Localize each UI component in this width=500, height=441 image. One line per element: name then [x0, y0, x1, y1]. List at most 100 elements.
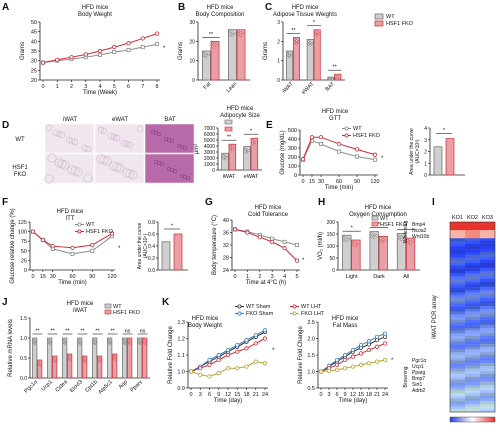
- cell-outline: [110, 133, 118, 141]
- data-point: [253, 333, 258, 338]
- cell-outline: [126, 141, 134, 149]
- heatmap-cell: [465, 298, 480, 301]
- y-tick-label: 1.5: [20, 316, 27, 322]
- data-point: [225, 347, 231, 353]
- heatmap-cell: [480, 281, 495, 285]
- bar-dot: [216, 44, 219, 47]
- column-label: BAT: [164, 117, 176, 123]
- gene-label: Adrb2: [412, 388, 426, 394]
- x-tick-label: Light: [346, 274, 358, 280]
- heatmap-cell: [480, 401, 495, 405]
- cell-outline: [169, 167, 175, 173]
- data-point: [112, 49, 117, 54]
- bar-dot: [310, 42, 314, 45]
- sig-label: *: [272, 348, 275, 354]
- data-point: [366, 342, 372, 347]
- x-tick-label: iWAT: [223, 174, 236, 180]
- data-point: [358, 351, 364, 356]
- heatmap-cell: [465, 251, 480, 255]
- heatmap-cell: [465, 314, 480, 318]
- heatmap-cell: [465, 352, 480, 356]
- cell-outline: [55, 130, 63, 138]
- data-point: [354, 147, 360, 152]
- histology-image: [44, 153, 95, 184]
- heatmap-cell: [450, 273, 465, 277]
- data-point: [112, 45, 117, 50]
- bar-dot: [225, 156, 228, 159]
- data-point: [350, 354, 356, 359]
- column-label: KO3: [482, 215, 493, 221]
- gene-label: Sirt1: [412, 382, 423, 388]
- column-label: KO2: [467, 215, 478, 221]
- bar: [47, 337, 53, 379]
- heatmap-cell: [480, 346, 495, 350]
- x-tick-label: 15: [309, 179, 315, 185]
- heatmap-cell: [450, 287, 465, 291]
- heatmap-cell: [450, 284, 465, 288]
- y-axis-label: Relative mRNA levels: [8, 319, 14, 377]
- data-point: [216, 371, 221, 376]
- y-tick-label: 2: [277, 39, 280, 45]
- bar: [97, 355, 103, 379]
- bar-dot: [207, 53, 210, 57]
- legend-label: WT: [380, 216, 389, 222]
- heatmap-cell: [480, 379, 495, 383]
- bar-dot: [245, 148, 249, 151]
- bar-dot: [379, 237, 382, 240]
- heatmap-cell: [465, 327, 480, 331]
- heatmap-cell: [450, 281, 465, 285]
- legend-label: WT Sham: [246, 304, 271, 310]
- x-tick-label: 7: [141, 84, 144, 90]
- histology-image: [44, 123, 95, 154]
- bar: [67, 353, 73, 379]
- heatmap-cell: [450, 232, 465, 236]
- bar-dot: [406, 238, 409, 242]
- data-point: [334, 357, 340, 363]
- heatmap-cell: [450, 382, 465, 386]
- chart-subtitle: Oxygen Consumption: [349, 212, 407, 218]
- y-tick-label: 400: [288, 137, 297, 143]
- data-point: [69, 55, 74, 60]
- bar-dot: [335, 75, 338, 78]
- bar-dot: [233, 32, 236, 35]
- heatmap-cell: [450, 298, 465, 301]
- heatmap-cell: [450, 279, 465, 282]
- data-point: [126, 48, 131, 53]
- bar-dot: [99, 358, 102, 362]
- cell-outline: [163, 136, 169, 142]
- data-point: [98, 52, 103, 57]
- data-point: [50, 244, 55, 249]
- bar-dot: [129, 340, 132, 344]
- y-tick-label: 32: [223, 243, 229, 249]
- bar-dot: [397, 237, 400, 240]
- bar: [201, 50, 211, 81]
- sig-label: **: [227, 135, 232, 141]
- x-tick-label: 9: [343, 392, 346, 398]
- x-tick-label: 3: [271, 274, 274, 280]
- bar-dot: [202, 51, 205, 55]
- y-tick-label: 50: [21, 249, 27, 255]
- bar-dot: [123, 342, 126, 346]
- data-point: [374, 334, 380, 339]
- heatmap-cell: [450, 384, 465, 388]
- x-tick-label: 4: [283, 274, 286, 280]
- x-tick-label: 24: [262, 392, 268, 398]
- x-tick-label: 1: [56, 84, 59, 90]
- bar-dot: [409, 239, 412, 243]
- y-tick-label: 1.0: [177, 370, 185, 376]
- data-point: [336, 149, 341, 154]
- heatmap-cell: [480, 270, 495, 274]
- cell-outline: [156, 160, 162, 166]
- y-tick-label: 150: [327, 232, 336, 238]
- data-point: [40, 60, 46, 65]
- heatmap-cell: [480, 243, 495, 247]
- y-axis-label: Relative Fold Change: [298, 325, 304, 383]
- data-point: [366, 347, 372, 353]
- data-point: [253, 359, 258, 364]
- chart-subtitle: Cold Tolerance: [248, 212, 289, 218]
- legend-marker: [292, 304, 297, 309]
